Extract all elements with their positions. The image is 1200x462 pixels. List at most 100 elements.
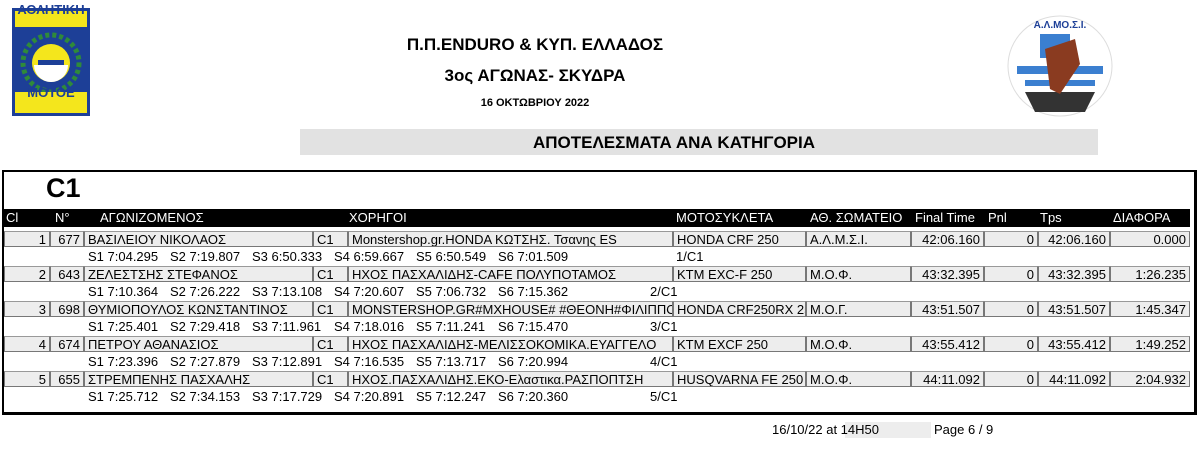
col-tps: Tps [1040,210,1062,225]
results-box [2,170,1197,415]
cell-final: 44:11.092 [911,371,984,387]
cell-no: 698 [50,301,84,317]
cell-pnl: 0 [984,301,1038,317]
cell-diff: 1:49.252 [1110,336,1190,352]
col-cl: Cl [6,210,19,225]
section-title: ΑΠΟΤΕΛΕΣΜΑΤΑ ΑΝΑ ΚΑΤΗΓΟΡΙΑ [532,133,816,152]
cell-pnl: 0 [984,371,1038,387]
col-penalty: Pnl [988,210,1007,225]
cell-sponsor: MONSTERSHOP.GR#MXHOUSE# #ΘΕΟΝΗ#ΦΙΛΙΠΠΟ [348,301,673,317]
class-position: 5/C1 [650,389,678,404]
cell-sponsor: ΗΧΟΣ ΠΑΣΧΑΛΙΔΗΣ-CAFE ΠΟΛΥΠΟΤΑΜΟΣ [348,266,673,282]
cell-name: ΒΑΣΙΛΕΙΟΥ ΝΙΚΟΛΑΟΣ [84,231,313,247]
col-final-time: Final Time [915,210,975,225]
cell-final: 42:06.160 [911,231,984,247]
club-logo: Α.Λ.ΜΟ.Σ.Ι. [1007,15,1113,117]
sector-time: S6 7:20.360 [498,389,569,404]
cell-club: Μ.Ο.Φ. [806,336,911,352]
moto-federation-logo [12,8,90,116]
col-club: ΑΘ. ΣΩΜΑΤΕΙΟ [810,210,903,225]
event-date: 16 ΟΚΤΩΒΡΙΟΥ 2022 [480,97,590,109]
cell-pnl: 0 [984,336,1038,352]
sector-time: S1 7:25.712 [88,389,159,404]
sector-time: S5 7:06.732 [416,284,487,299]
cell-tps: 42:06.160 [1038,231,1110,247]
cell-no: 674 [50,336,84,352]
cell-cat: C1 [313,266,348,282]
cell-moto: HUSQVARNA FE 250 [673,371,806,387]
category-label: C1 [46,173,81,203]
sector-time: S5 6:50.549 [416,249,487,264]
cell-cat: C1 [313,231,348,247]
sector-time: S5 7:13.717 [416,354,487,369]
sector-time: S6 7:15.362 [498,284,569,299]
right-logo-text: Α.Λ.ΜΟ.Σ.Ι. [1034,20,1087,31]
cell-cl: 4 [4,336,50,352]
cell-cl: 5 [4,371,50,387]
col-motorcycle: ΜΟΤΟΣΥΚΛΕΤΑ [676,210,774,225]
sector-time: S1 7:23.396 [88,354,159,369]
class-position: 4/C1 [650,354,678,369]
col-rider: ΑΓΩΝΙΖΟΜΕΝΟΣ [100,210,204,225]
section-title-band: ΑΠΟΤΕΛΕΣΜΑΤΑ ΑΝΑ ΚΑΤΗΓΟΡΙΑ [300,129,1098,155]
sector-time: S3 6:50.333 [252,249,323,264]
cell-final: 43:51.507 [911,301,984,317]
sector-time: S6 7:20.994 [498,354,569,369]
sector-time: S4 7:20.891 [334,389,405,404]
cell-cat: C1 [313,301,348,317]
cell-cl: 1 [4,231,50,247]
cell-no: 677 [50,231,84,247]
cell-tps: 44:11.092 [1038,371,1110,387]
cell-moto: HONDA CRF 250 [673,231,806,247]
cell-tps: 43:32.395 [1038,266,1110,282]
sector-time: S5 7:11.241 [416,319,486,334]
event-title: Π.Π.ENDURO & ΚΥΠ. ΕΛΛΑΔΟΣ [406,35,664,54]
cell-cl: 3 [4,301,50,317]
class-position: 1/C1 [676,249,704,264]
sector-time: S2 7:26.222 [170,284,241,299]
sector-time: S3 7:13.108 [252,284,323,299]
sector-time: S4 7:16.535 [334,354,405,369]
cell-moto: HONDA CRF250RX 25 [673,301,806,317]
sector-time: S6 7:15.470 [498,319,569,334]
class-position: 2/C1 [650,284,678,299]
sector-time: S2 7:29.418 [170,319,241,334]
sector-time: S3 7:12.891 [252,354,323,369]
sector-time: S5 7:12.247 [416,389,487,404]
cell-name: ΘΥΜΙΟΠΟΥΛΟΣ ΚΩΝΣΤΑΝΤΙΝΟΣ [84,301,313,317]
cell-sponsor: ΗΧΟΣ ΠΑΣΧΑΛΙΔΗΣ-ΜΕΛΙΣΣΟΚΟΜΙΚΑ.ΕΥΑΓΓΕΛΟ [348,336,673,352]
col-number: N° [55,210,70,225]
cell-tps: 43:55.412 [1038,336,1110,352]
sector-time: S1 7:25.401 [88,319,159,334]
sector-time: S3 7:11.961 [252,319,322,334]
cell-final: 43:55.412 [911,336,984,352]
cell-diff: 1:45.347 [1110,301,1190,317]
sector-time: S4 7:20.607 [334,284,405,299]
col-difference: ΔΙΑΦΟΡΑ [1113,210,1171,225]
cell-diff: 0.000 [1110,231,1190,247]
cell-name: ΣΤΡΕΜΠΕΝΗΣ ΠΑΣΧΑΛΗΣ [84,371,313,387]
cell-cat: C1 [313,371,348,387]
cell-tps: 43:51.507 [1038,301,1110,317]
class-position: 3/C1 [650,319,678,334]
sector-time: S2 7:34.153 [170,389,241,404]
event-subtitle: 3ος ΑΓΩΝΑΣ- ΣΚΥΔΡΑ [444,66,626,85]
cell-pnl: 0 [984,231,1038,247]
cell-name: ΠΕΤΡΟΥ ΑΘΑΝΑΣΙΟΣ [84,336,313,352]
cell-sponsor: Monstershop.gr.HONDA ΚΩΤΣΗΣ. Τσανης ES [348,231,673,247]
cell-club: Α.Λ.Μ.Σ.Ι. [806,231,911,247]
sector-time: S4 6:59.667 [334,249,405,264]
table-header: Cl N° ΑΓΩΝΙΖΟΜΕΝΟΣ ΧΟΡΗΓΟΙ ΜΟΤΟΣΥΚΛΕΤΑ Α… [2,209,1190,227]
cell-moto: KTM EXCF 250 [673,336,806,352]
footer-timestamp: 16/10/22 at 14H50 [772,422,879,437]
footer-page: Page 6 / 9 [934,422,994,437]
col-sponsors: ΧΟΡΗΓΟΙ [349,210,407,225]
cell-moto: KTM EXC-F 250 [673,266,806,282]
cell-no: 655 [50,371,84,387]
cell-diff: 2:04.932 [1110,371,1190,387]
cell-no: 643 [50,266,84,282]
cell-club: Μ.Ο.Φ. [806,266,911,282]
left-logo-text: ΑΘΛΗΤΙΚΗ ΜΟΤΟΕ [17,2,85,100]
sector-time: S3 7:17.729 [252,389,323,404]
